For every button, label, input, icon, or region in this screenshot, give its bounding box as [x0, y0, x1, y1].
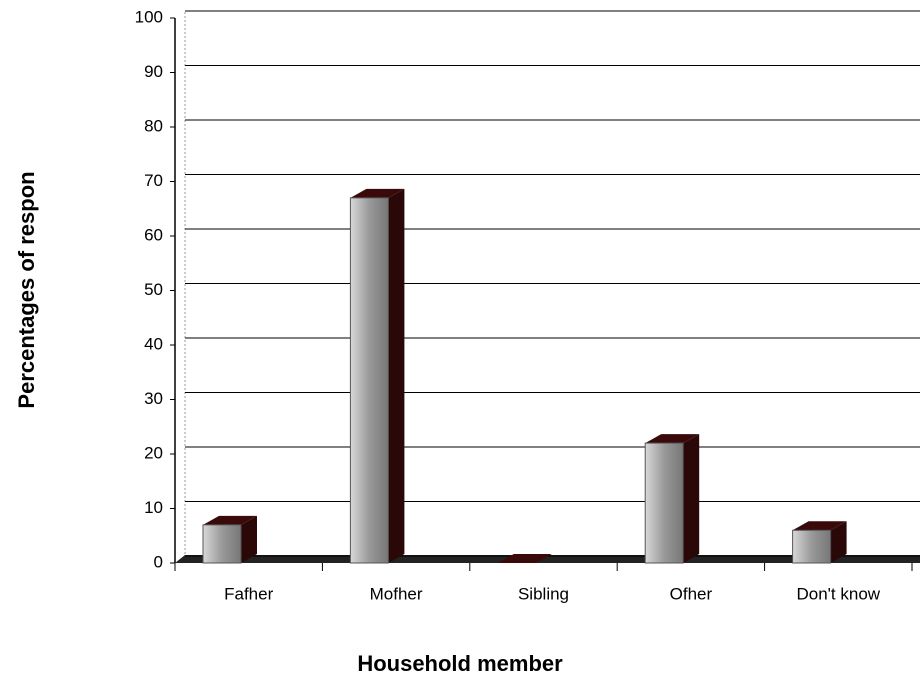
bar-side: [241, 515, 257, 563]
bar-top: [350, 188, 405, 198]
bar: [202, 524, 242, 564]
bar-side: [388, 188, 405, 563]
y-tick-label: 80: [144, 116, 163, 135]
y-tick-label: 70: [144, 171, 163, 190]
bar-top: [645, 434, 700, 444]
y-tick-label: 90: [144, 62, 163, 81]
y-axis-title: Percentages of respon: [14, 171, 39, 408]
x-tick-label: Sibling: [518, 584, 569, 603]
y-tick-label: 100: [135, 7, 163, 26]
y-tick-label: 0: [154, 552, 163, 571]
bar: [644, 442, 684, 564]
bar: [349, 197, 389, 564]
x-tick-label: Ofher: [670, 584, 713, 603]
bar-top: [497, 554, 552, 563]
y-tick-label: 10: [144, 498, 163, 517]
x-axis-title: Household member: [357, 651, 563, 676]
y-tick-label: 60: [144, 225, 163, 244]
y-tick-label: 50: [144, 280, 163, 299]
y-tick-label: 40: [144, 334, 163, 353]
bar: [792, 529, 832, 564]
x-tick-label: Mofher: [370, 584, 423, 603]
bar-side: [683, 434, 700, 563]
x-tick-label: Don't know: [797, 584, 881, 603]
bar-top: [203, 515, 257, 525]
y-tick-label: 20: [144, 443, 163, 462]
bar-top: [792, 521, 847, 531]
y-tick-label: 30: [144, 389, 163, 408]
x-tick-label: Fafher: [224, 584, 273, 603]
bar-side: [830, 521, 847, 563]
